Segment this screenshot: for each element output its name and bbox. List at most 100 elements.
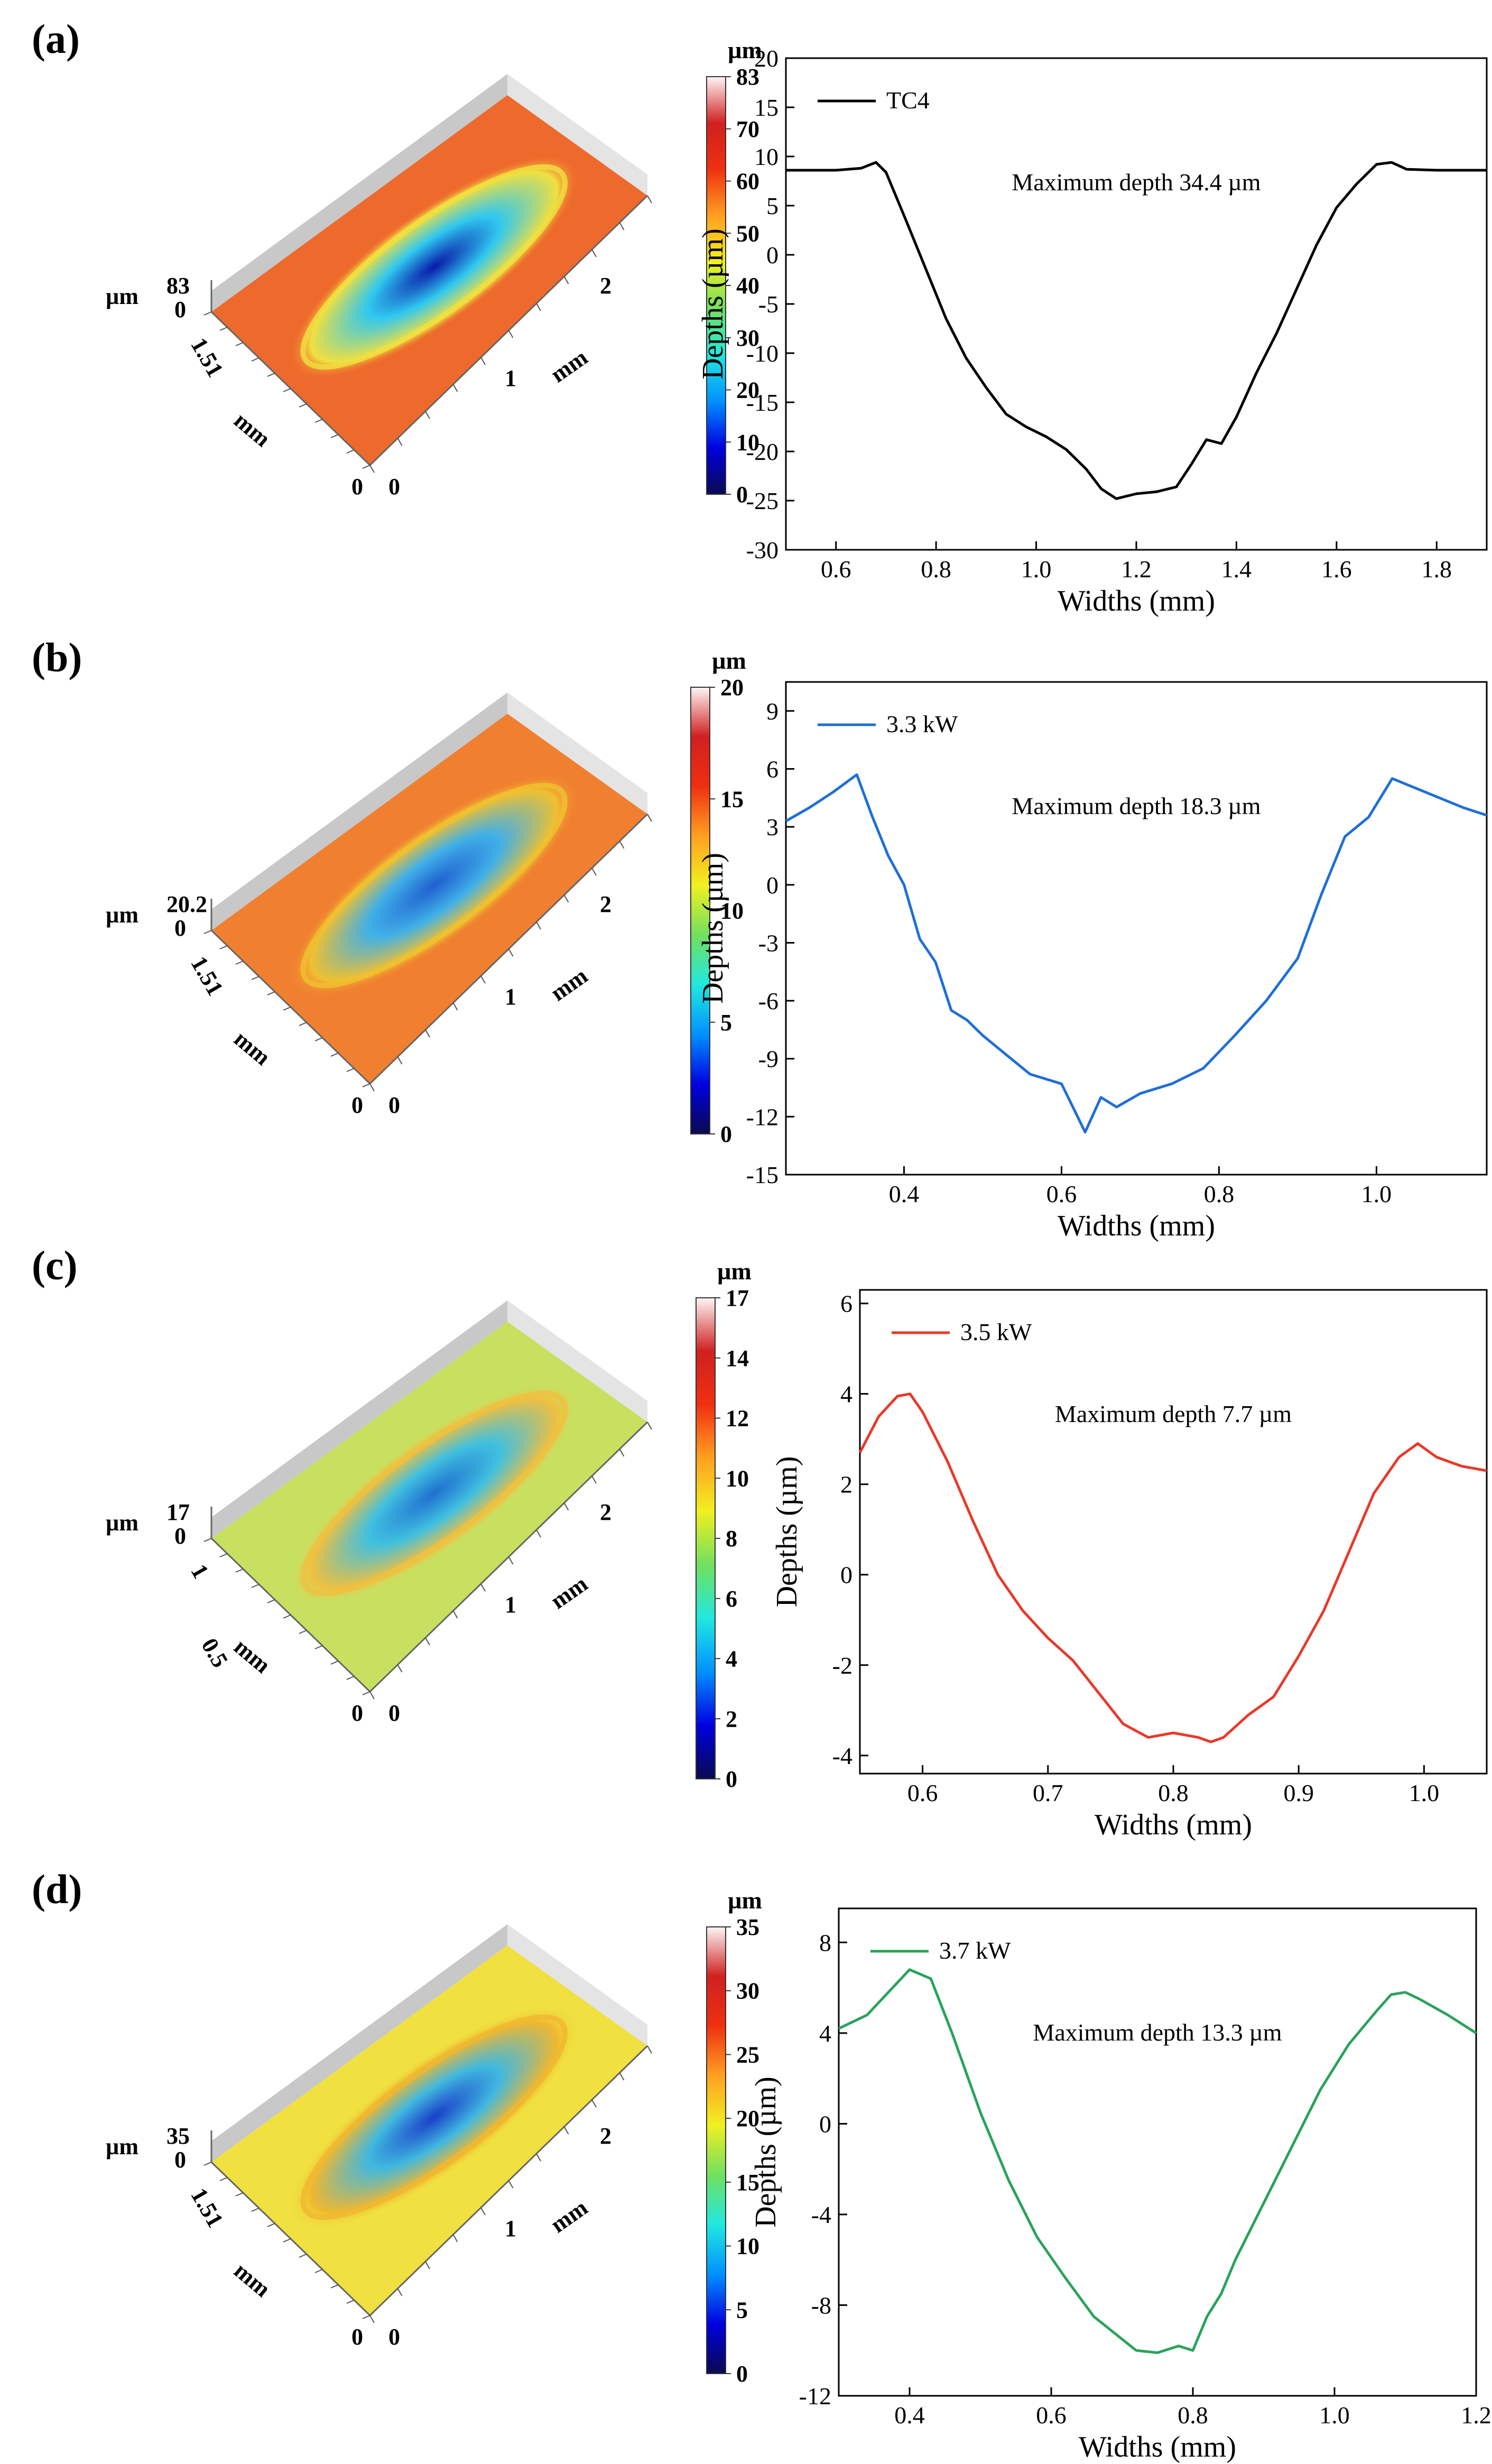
y-tick [362,1083,370,1087]
x-tick [591,868,597,876]
y-tick-label: -8 [811,2292,831,2319]
y-tick-label: 0 [840,1562,852,1589]
x-tick [619,222,625,230]
side-wall [507,1300,647,1422]
colorbar-tick-label: 12 [726,1406,749,1432]
y-tick-label: -12 [746,1103,779,1130]
x-tick [425,1029,430,1038]
x-tick-label: 0.4 [894,2402,925,2429]
panel-label: (d) [32,1866,82,1912]
x-tick-label: 2 [600,2123,611,2149]
y-tick-label: 8 [819,1929,831,1956]
colorbar-tick-label: 0 [736,482,748,507]
x-tick-label: 1.6 [1321,556,1352,583]
y-tick [267,991,275,995]
y-tick [314,419,323,423]
z-unit: µm [106,2134,138,2160]
legend-label: 3.5 kW [960,1318,1032,1345]
x-tick [647,1422,652,1430]
y-tick [362,2315,370,2319]
x-tick-label: 0.8 [921,556,951,583]
y-tick [251,2208,260,2212]
colorbar-tick-label: 30 [736,1978,759,2004]
y-tick [267,1599,275,1603]
y-tick-label: -25 [746,487,779,514]
colorbar-tick-label: 0 [720,1121,732,1147]
wear-track [289,1381,579,1605]
y-mid: 0.5 [196,1634,233,1672]
colorbar-tick-label: 5 [720,1010,732,1036]
y-tick-label: 3 [766,814,779,841]
y-tick-label: -15 [746,1161,779,1188]
z-max: 35 [166,2123,190,2149]
y-tick [314,1645,323,1649]
colorbar: µm 0 2 4 6 8 10 12 14 17 [696,1258,752,1792]
z-unit: µm [106,1510,138,1536]
x-tick [647,814,652,822]
wear-track-rim [300,2014,568,2220]
x-tick [536,303,541,311]
y-tick [346,2300,355,2304]
y-tick [299,2254,307,2258]
y-tick-label: 15 [754,94,779,121]
colorbar-tick-label: 2 [726,1706,737,1732]
wear-track-rim [300,782,568,989]
y-tick [346,1676,355,1680]
plot-frame [838,1907,1477,2397]
corner-zero: 0 [351,1700,363,1726]
y-tick [283,1007,291,1011]
wear-track [289,155,579,379]
x-axis-label: Widths (mm) [1079,2431,1236,2463]
x-tick-label: 0 [388,1700,400,1726]
y-tick-label: -30 [746,537,779,564]
y-tick-label: 5 [766,192,779,219]
x-tick-label: 1 [505,2216,516,2241]
back-wall [211,74,507,312]
x-tick [619,841,625,849]
colorbar-tick-label: 10 [726,1465,749,1491]
y-tick-label: -9 [758,1046,779,1073]
y-tick [219,2177,228,2181]
x-tick-label: 1.2 [1461,2402,1491,2429]
y-tick [346,1068,355,1072]
colorbar: µm 0 10 20 30 40 50 60 70 83 [706,36,762,507]
corner-zero: 0 [351,474,363,500]
x-tick [369,1691,375,1700]
x-tick-label: 1.0 [1361,1180,1392,1207]
x-tick-label: 1.0 [1409,1779,1440,1806]
wear-track-rim [300,164,568,370]
y-tick [219,945,228,949]
y-axis-label: Depths (µm) [697,853,729,1004]
y-tick [299,1630,307,1634]
colorbar: µm 0 5 10 15 20 [690,647,746,1147]
y-tick [203,1538,212,1542]
x-tick [563,894,569,903]
annotation: Maximum depth 18.3 µm [1012,792,1261,819]
colorbar-tick-label: 10 [736,2234,759,2259]
y-tick [362,1691,370,1695]
y-tick [330,1660,339,1665]
x-tick-label: 1 [505,1592,516,1618]
y-tick [235,342,244,346]
x-tick [591,2099,597,2108]
series-line [785,773,1487,1134]
z-max: 17 [166,1499,190,1525]
x-tick [591,249,597,257]
y-unit: mm [229,1026,276,1070]
y-tick [219,1553,228,1557]
x-tick-label: 1.4 [1221,556,1252,583]
y-tick-label: -6 [758,988,779,1014]
line-chart: 0.4 0.6 0.8 1.0 -15 -12 -9 -6 -3 0 3 6 9 Widths (mm) D… [697,681,1488,1242]
colorbar-tick-label: 50 [736,220,759,246]
y-unit: mm [229,1634,276,1678]
x-tick-label: 0.8 [1158,1779,1189,1806]
y-tick [283,388,291,392]
x-tick [369,2315,375,2323]
colorbar-tick-label: 25 [736,2042,759,2068]
y-width: 1 [186,1560,214,1583]
colorbar-tick-label: 40 [736,273,759,299]
x-tick [536,921,541,930]
